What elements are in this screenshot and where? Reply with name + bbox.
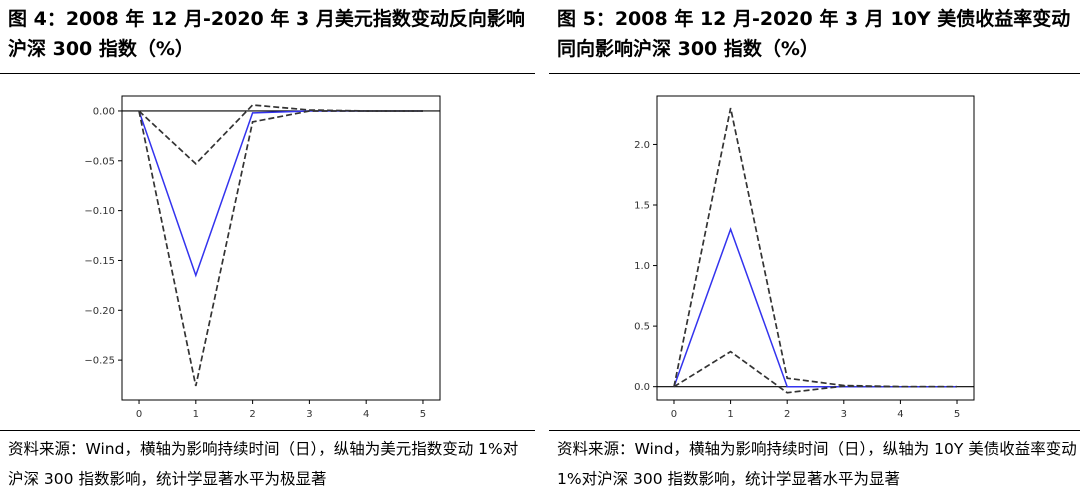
figure-panel-right: 图 5：2008 年 12 月-2020 年 3 月 10Y 美债收益率变动同向… [549, 0, 1080, 502]
y-tick-label: 0.0 [634, 382, 650, 393]
source-divider [549, 430, 1080, 431]
series-line-impulse-response [673, 226, 957, 388]
series-line-impulse-response [138, 110, 423, 278]
y-tick-label: −0.05 [84, 156, 115, 167]
x-tick-label: 0 [136, 409, 142, 420]
y-tick-label: 0.00 [93, 106, 115, 117]
x-tick-label: 4 [363, 409, 369, 420]
series-line-upper-band [138, 104, 423, 165]
y-tick-label: −0.25 [84, 356, 115, 367]
plot-frame [656, 95, 975, 401]
x-tick-label: 0 [671, 409, 677, 420]
y-tick-label: −0.15 [84, 256, 115, 267]
x-tick-label: 3 [306, 409, 312, 420]
y-tick-label: 2.0 [634, 140, 650, 151]
x-tick-label: 5 [420, 409, 426, 420]
y-tick-label: −0.10 [84, 206, 115, 217]
source-note: 资料来源：Wind，横轴为影响持续时间（日），纵轴为美元指数变动 1%对沪深 3… [8, 440, 519, 488]
x-tick-label: 2 [249, 409, 255, 420]
y-tick-label: 1.0 [634, 261, 650, 272]
chart-impulse-response-usd-index: 0 1 2 3 4 5 0.00 −0.05 −0.10 −0.15 −0.20 −0.25 [84, 95, 441, 420]
y-tick-label: −0.20 [84, 306, 115, 317]
y-tick-label: 1.5 [634, 201, 650, 212]
figure-title: 图 4：2008 年 12 月-2020 年 3 月美元指数变动反向影响沪深 3… [8, 8, 525, 60]
series-line-lower-band [673, 350, 957, 394]
source-divider [0, 430, 535, 431]
title-divider [549, 73, 1080, 74]
figure-title: 图 5：2008 年 12 月-2020 年 3 月 10Y 美债收益率变动同向… [557, 8, 1071, 60]
series-line-upper-band [673, 107, 957, 388]
series-line-lower-band [138, 110, 423, 387]
x-tick-label: 1 [193, 409, 199, 420]
x-tick-label: 5 [954, 409, 960, 420]
x-tick-label: 2 [784, 409, 790, 420]
figure-panel-left: 图 4：2008 年 12 月-2020 年 3 月美元指数变动反向影响沪深 3… [0, 0, 535, 502]
x-tick-label: 3 [841, 409, 847, 420]
source-note: 资料来源：Wind，横轴为影响持续时间（日），纵轴为 10Y 美债收益率变动 1… [557, 440, 1077, 488]
plot-frame [121, 95, 441, 401]
y-tick-label: 0.5 [634, 322, 650, 333]
title-divider [0, 73, 535, 74]
chart-impulse-response-10y-treasury-yield: 0 1 2 3 4 5 0.0 0.5 1.0 1.5 2.0 [634, 95, 975, 420]
x-tick-label: 4 [897, 409, 903, 420]
x-tick-label: 1 [727, 409, 733, 420]
